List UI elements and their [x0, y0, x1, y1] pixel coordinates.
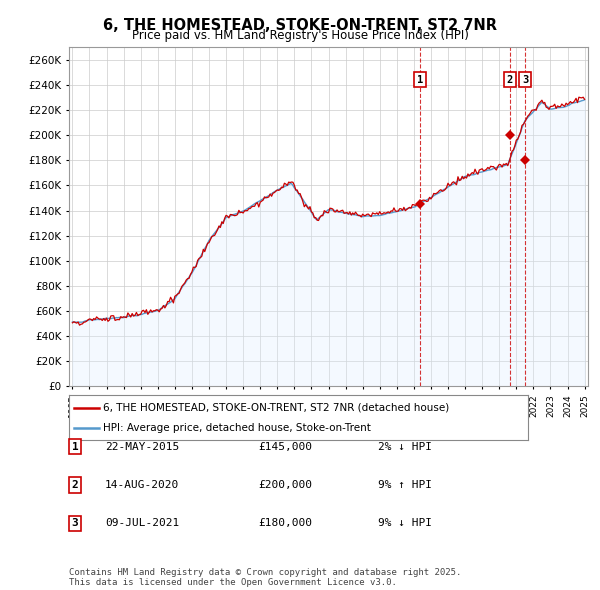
Text: 3: 3	[522, 75, 528, 85]
Text: 2% ↓ HPI: 2% ↓ HPI	[378, 442, 432, 451]
Text: 22-MAY-2015: 22-MAY-2015	[105, 442, 179, 451]
Text: 9% ↓ HPI: 9% ↓ HPI	[378, 519, 432, 528]
Text: HPI: Average price, detached house, Stoke-on-Trent: HPI: Average price, detached house, Stok…	[103, 424, 371, 434]
Text: 2: 2	[71, 480, 79, 490]
Text: 6, THE HOMESTEAD, STOKE-ON-TRENT, ST2 7NR (detached house): 6, THE HOMESTEAD, STOKE-ON-TRENT, ST2 7N…	[103, 403, 449, 412]
Text: 1: 1	[71, 442, 79, 451]
Text: £145,000: £145,000	[258, 442, 312, 451]
Text: £180,000: £180,000	[258, 519, 312, 528]
Text: 9% ↑ HPI: 9% ↑ HPI	[378, 480, 432, 490]
Text: Price paid vs. HM Land Registry's House Price Index (HPI): Price paid vs. HM Land Registry's House …	[131, 30, 469, 42]
Text: 1: 1	[417, 75, 424, 85]
Text: Contains HM Land Registry data © Crown copyright and database right 2025.
This d: Contains HM Land Registry data © Crown c…	[69, 568, 461, 587]
Text: 09-JUL-2021: 09-JUL-2021	[105, 519, 179, 528]
Text: 2: 2	[506, 75, 513, 85]
Text: £200,000: £200,000	[258, 480, 312, 490]
Text: 14-AUG-2020: 14-AUG-2020	[105, 480, 179, 490]
Text: 6, THE HOMESTEAD, STOKE-ON-TRENT, ST2 7NR: 6, THE HOMESTEAD, STOKE-ON-TRENT, ST2 7N…	[103, 18, 497, 32]
Text: 3: 3	[71, 519, 79, 528]
